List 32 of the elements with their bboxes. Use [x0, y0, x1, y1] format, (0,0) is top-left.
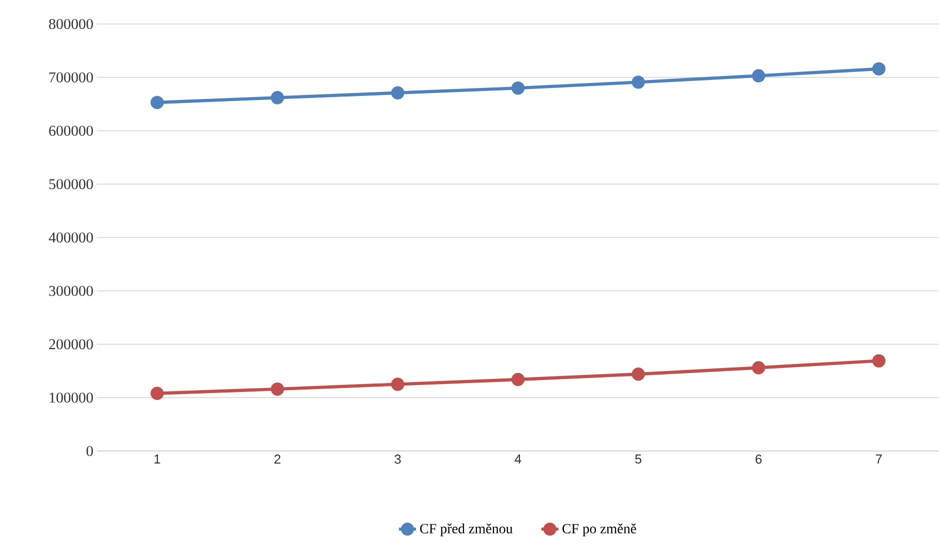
- y-tick-label: 700000: [49, 72, 93, 82]
- y-tick-label: 400000: [48, 232, 93, 243]
- x-tick-label: 2: [274, 454, 280, 464]
- point: [752, 361, 766, 374]
- y-tick-label: 600000: [49, 126, 93, 136]
- y-tick-label: 500000: [49, 179, 93, 190]
- y-tick-label: 0: [86, 446, 93, 456]
- point: [872, 62, 886, 76]
- x-tick-label: 3: [394, 454, 401, 464]
- point: [511, 81, 525, 95]
- y-tick-label: 200000: [49, 339, 93, 350]
- point: [752, 69, 766, 82]
- point: [270, 382, 284, 396]
- point: [150, 96, 164, 110]
- point: [632, 368, 645, 381]
- point: [391, 86, 404, 100]
- x-tick-label: 1: [154, 454, 160, 464]
- y-tick-label: 800000: [49, 18, 93, 30]
- point: [632, 76, 645, 89]
- legend-label: CF před změnou: [420, 524, 513, 536]
- x-tick-label: 4: [514, 454, 522, 464]
- point: [270, 91, 284, 104]
- point: [511, 372, 525, 386]
- x-tick-label: 5: [635, 454, 642, 464]
- x-tick-label: 6: [756, 454, 762, 464]
- y-tick-label: 300000: [49, 286, 93, 296]
- x-tick-label: 7: [876, 454, 882, 464]
- point: [872, 354, 886, 368]
- legend-label: CF po změně: [562, 524, 636, 536]
- point: [391, 378, 404, 391]
- y-tick-label: 100000: [50, 392, 93, 403]
- point: [150, 386, 164, 400]
